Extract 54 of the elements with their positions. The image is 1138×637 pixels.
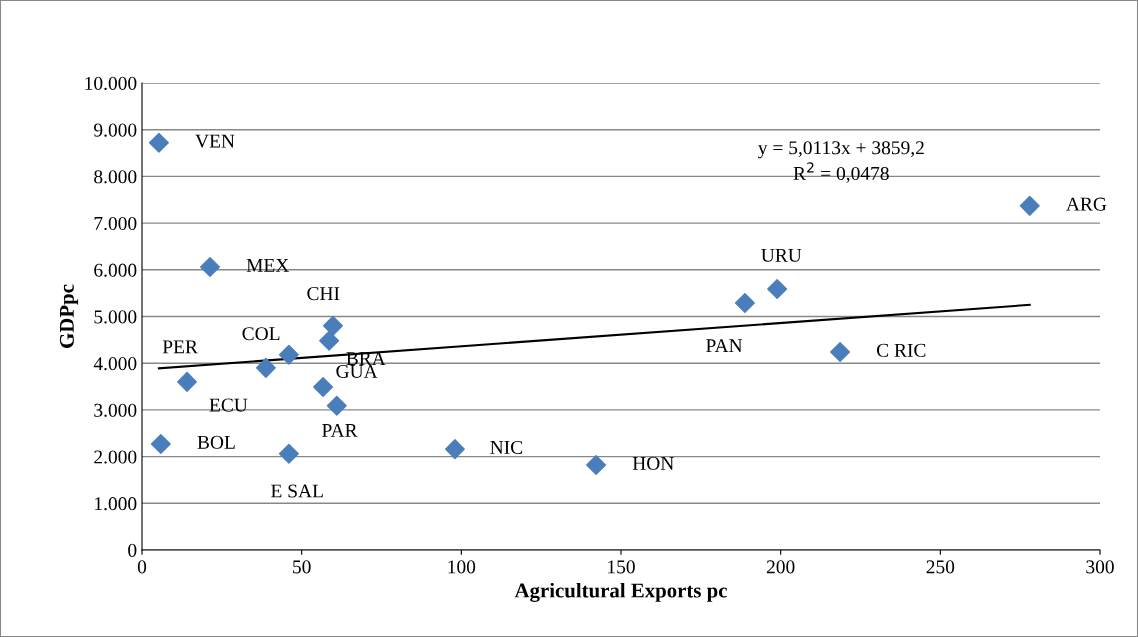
- annotation: PER: [162, 340, 198, 354]
- y-tick-label: 6.000: [94, 263, 137, 277]
- point: [150, 433, 171, 455]
- y-tick-label: 0: [128, 543, 137, 557]
- annotation: C RIC: [876, 343, 926, 357]
- y-tick-label: 5.000: [94, 310, 137, 324]
- annotation: PAN: [706, 339, 743, 353]
- x-tick-label: 50: [293, 560, 311, 574]
- annotation: GUA: [336, 364, 378, 378]
- annotation: NIC: [490, 440, 523, 454]
- annotation: VEN: [195, 134, 235, 148]
- point: [444, 439, 465, 460]
- point: [586, 454, 607, 476]
- point: [200, 256, 221, 278]
- annotation: PAR: [322, 423, 358, 437]
- annotation: y = 5,0113x + 3859,2 R$^{2}$ = 0,0478: [758, 141, 924, 183]
- y-tick-label: 1.000: [95, 497, 137, 511]
- point: [313, 377, 334, 398]
- x-tick-label: 150: [608, 560, 635, 574]
- x-tick-label: 250: [926, 560, 955, 574]
- annotation: BOL: [197, 435, 235, 449]
- annotation: URU: [761, 248, 802, 262]
- x-tick-label: 0: [137, 560, 147, 574]
- y-tick-label: 8.000: [94, 170, 137, 184]
- y-tick-label: 2.000: [94, 450, 137, 464]
- annotation: HON: [632, 456, 674, 470]
- point: [278, 344, 299, 365]
- y-tick-label: 4.000: [93, 357, 137, 371]
- x-tick-label: 200: [766, 560, 795, 574]
- point: [319, 330, 340, 351]
- point: [278, 443, 299, 464]
- point: [326, 395, 347, 416]
- annotation: ECU: [209, 398, 248, 412]
- y-tick-label: 10.000: [85, 76, 137, 91]
- point: [322, 315, 343, 336]
- annotation: CHI: [307, 287, 340, 301]
- x-tick-label: 100: [448, 560, 476, 574]
- y-axis-title: GDPpc: [59, 284, 79, 348]
- point: [255, 357, 276, 378]
- y-tick-label: 7.000: [94, 216, 137, 231]
- y-tick-label: 3.000: [94, 403, 137, 417]
- annotation: ARG: [1066, 197, 1107, 211]
- point: [177, 371, 198, 392]
- point: [1019, 195, 1040, 216]
- point: [734, 292, 755, 313]
- point: [830, 341, 851, 363]
- y-tick-label: 9.000: [94, 123, 137, 137]
- annotation: MEX: [246, 258, 289, 272]
- x-tick-label: 300: [1086, 560, 1114, 574]
- point: [148, 132, 169, 153]
- point: [767, 278, 788, 299]
- annotation: COL: [242, 327, 280, 341]
- x-axis-title: Agricultural Exports pc: [514, 582, 727, 602]
- annotation: E SAL: [271, 484, 323, 498]
